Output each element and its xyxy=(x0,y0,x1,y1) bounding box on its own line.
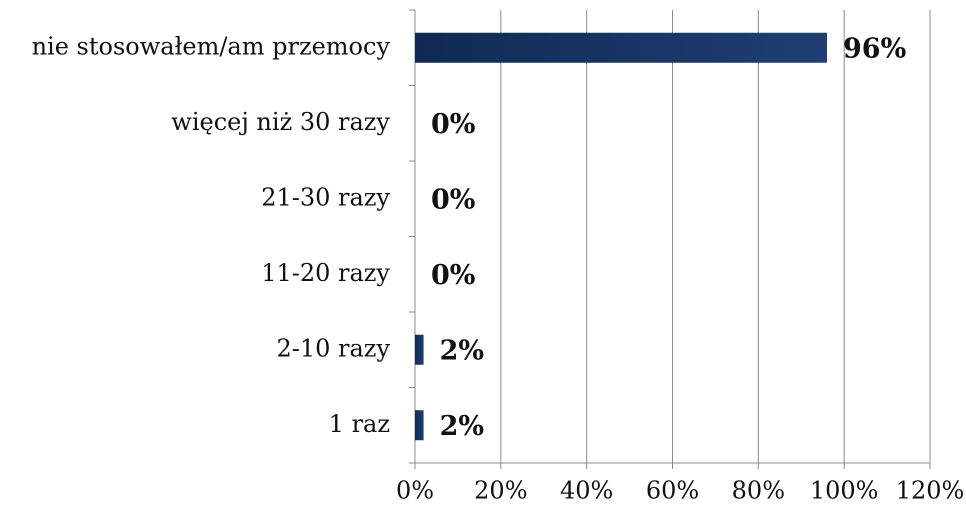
bar xyxy=(415,32,827,63)
y-tick-label: więcej niż 30 razy xyxy=(171,108,390,136)
y-tick-label: 21-30 razy xyxy=(261,183,390,211)
y-tick-label: 11-20 razy xyxy=(261,259,390,287)
x-tick-label: 0% xyxy=(396,477,434,505)
value-label: 96% xyxy=(843,33,906,64)
y-tick-label: 1 raz xyxy=(329,410,390,438)
value-label: 0% xyxy=(431,109,475,140)
value-label: 2% xyxy=(440,335,484,366)
x-tick-label: 80% xyxy=(732,477,785,505)
value-label: 0% xyxy=(431,184,475,215)
value-label: 0% xyxy=(431,260,475,291)
x-tick-label: 40% xyxy=(560,477,613,505)
x-tick-label: 100% xyxy=(810,477,879,505)
x-tick-label: 20% xyxy=(474,477,527,505)
value-label: 2% xyxy=(440,411,484,442)
bar xyxy=(415,334,424,365)
x-tick-label: 120% xyxy=(896,477,965,505)
y-tick-label: 2-10 razy xyxy=(276,334,390,362)
x-tick-label: 60% xyxy=(646,477,699,505)
y-tick-label: nie stosowałem/am przemocy xyxy=(32,32,391,60)
bar xyxy=(415,410,424,441)
